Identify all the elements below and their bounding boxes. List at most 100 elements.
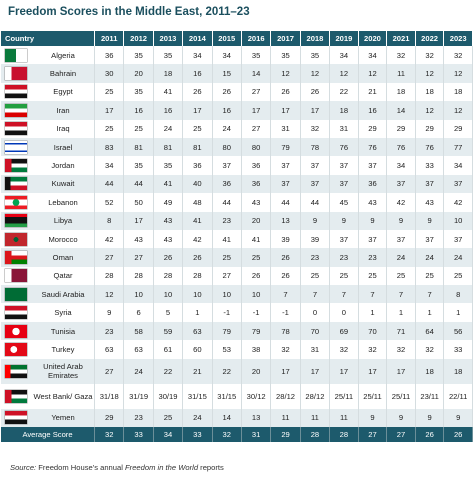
- score-cell: 14: [241, 64, 272, 83]
- score-cell: 12: [415, 101, 445, 120]
- country-name: Turkey: [51, 344, 75, 354]
- flag: [5, 232, 27, 246]
- country-wrap: Israel: [1, 140, 94, 154]
- score-cell: 30/12: [241, 383, 272, 409]
- score-cell: 43: [153, 229, 184, 249]
- score-cell: 16: [182, 64, 213, 83]
- score-cell: 27: [212, 266, 242, 286]
- country-wrap: West Bank/ Gaza: [1, 389, 94, 403]
- score-cell: 26: [153, 248, 184, 267]
- score-cell: 26: [182, 248, 213, 267]
- score-cell: 1: [358, 303, 388, 322]
- score-cell: 22/11: [443, 383, 473, 409]
- country-wrap: Tunisia: [1, 324, 94, 338]
- score-cell: 17: [270, 101, 301, 120]
- flag: [5, 411, 27, 425]
- score-cell: 22: [153, 358, 184, 384]
- score-cell: 18: [153, 64, 184, 83]
- score-cell: 42: [386, 193, 416, 212]
- country-cell: Saudi Arabia: [1, 285, 95, 304]
- score-cell: 28/12: [270, 383, 301, 409]
- score-cell: 29: [386, 119, 416, 138]
- score-cell: 10: [212, 285, 242, 304]
- score-cell: 80: [212, 137, 242, 157]
- score-cell: 36: [212, 174, 242, 194]
- country-name: Yemen: [51, 413, 75, 423]
- score-cell: 17: [94, 101, 125, 120]
- score-cell: 59: [153, 321, 184, 341]
- country-header: Country: [1, 31, 95, 46]
- score-cell: 36: [182, 156, 213, 175]
- average-cell: 32: [94, 427, 125, 443]
- flag: [5, 306, 27, 320]
- country-name: Algeria: [51, 50, 75, 60]
- score-cell: 6: [123, 303, 154, 322]
- score-cell: 60: [182, 340, 213, 359]
- score-cell: 79: [212, 321, 242, 341]
- score-cell: 44: [94, 174, 125, 194]
- year-header: 2023: [443, 31, 473, 46]
- average-cell: 27: [358, 427, 388, 443]
- score-cell: 41: [241, 229, 272, 249]
- country-row: Jordan 34 35 35 36 37 36 37 37 37 37 34 33 34: [1, 156, 473, 175]
- score-cell: 52: [94, 193, 125, 212]
- score-cell: 53: [212, 340, 242, 359]
- score-cell: 35: [153, 46, 184, 65]
- year-header: 2019: [329, 31, 359, 46]
- country-wrap: Saudi Arabia: [1, 287, 94, 301]
- score-cell: 35: [241, 46, 272, 65]
- score-cell: 17: [123, 211, 154, 230]
- score-cell: 32: [358, 340, 388, 359]
- country-wrap: Bahrain: [1, 67, 94, 81]
- country-name: Israel: [53, 142, 73, 152]
- score-cell: 24: [182, 408, 213, 428]
- score-cell: 32: [415, 46, 445, 65]
- score-cell: 10: [443, 211, 473, 230]
- score-cell: 29: [358, 119, 388, 138]
- score-cell: 18: [443, 358, 473, 384]
- country-row: Iran 17 16 16 17 16 17 17 17 18 16 14 12 12: [1, 101, 473, 120]
- score-cell: 1: [415, 303, 445, 322]
- score-cell: 76: [386, 137, 416, 157]
- flag: [5, 269, 27, 283]
- score-cell: 8: [443, 285, 473, 304]
- score-cell: 43: [153, 211, 184, 230]
- country-row: Morocco 42 43 43 42 41 41 39 39 37 37 37 37 37: [1, 229, 473, 249]
- country-name: Iraq: [56, 124, 70, 134]
- score-cell: 25/11: [358, 383, 388, 409]
- country-name: Jordan: [51, 161, 75, 171]
- country-cell: Tunisia: [1, 321, 95, 341]
- score-cell: 34: [212, 46, 242, 65]
- score-cell: 25: [329, 266, 359, 286]
- country-row: Lebanon 52 50 49 48 44 43 44 44 45 43 42 43 42: [1, 193, 473, 212]
- country-wrap: United Arab Emirates: [1, 362, 94, 380]
- score-cell: 9: [358, 408, 388, 428]
- score-cell: 11: [300, 408, 331, 428]
- flag: [5, 67, 27, 81]
- country-cell: Bahrain: [1, 64, 95, 83]
- score-cell: 37: [329, 156, 359, 175]
- score-cell: 11: [386, 64, 416, 83]
- score-cell: 14: [386, 101, 416, 120]
- country-wrap: Oman: [1, 250, 94, 264]
- score-cell: 37: [270, 174, 301, 194]
- flag: [5, 177, 27, 191]
- score-cell: 9: [358, 211, 388, 230]
- score-cell: 17: [182, 101, 213, 120]
- source-tail: reports: [200, 463, 224, 472]
- country-cell: Jordan: [1, 156, 95, 175]
- score-cell: 76: [358, 137, 388, 157]
- score-cell: 9: [329, 211, 359, 230]
- score-cell: 28: [123, 266, 154, 286]
- score-cell: 1: [386, 303, 416, 322]
- score-cell: 37: [443, 174, 473, 194]
- score-cell: 26: [212, 82, 242, 102]
- country-name: United Arab Emirates: [43, 362, 83, 381]
- score-cell: 24: [386, 248, 416, 267]
- score-cell: -1: [270, 303, 301, 322]
- country-name: Libya: [53, 216, 73, 226]
- score-cell: 37: [270, 156, 301, 175]
- flag: [5, 85, 27, 99]
- country-row: Egypt 25 35 41 26 26 27 26 26 22 21 18 18 18: [1, 82, 473, 102]
- score-cell: 34: [443, 156, 473, 175]
